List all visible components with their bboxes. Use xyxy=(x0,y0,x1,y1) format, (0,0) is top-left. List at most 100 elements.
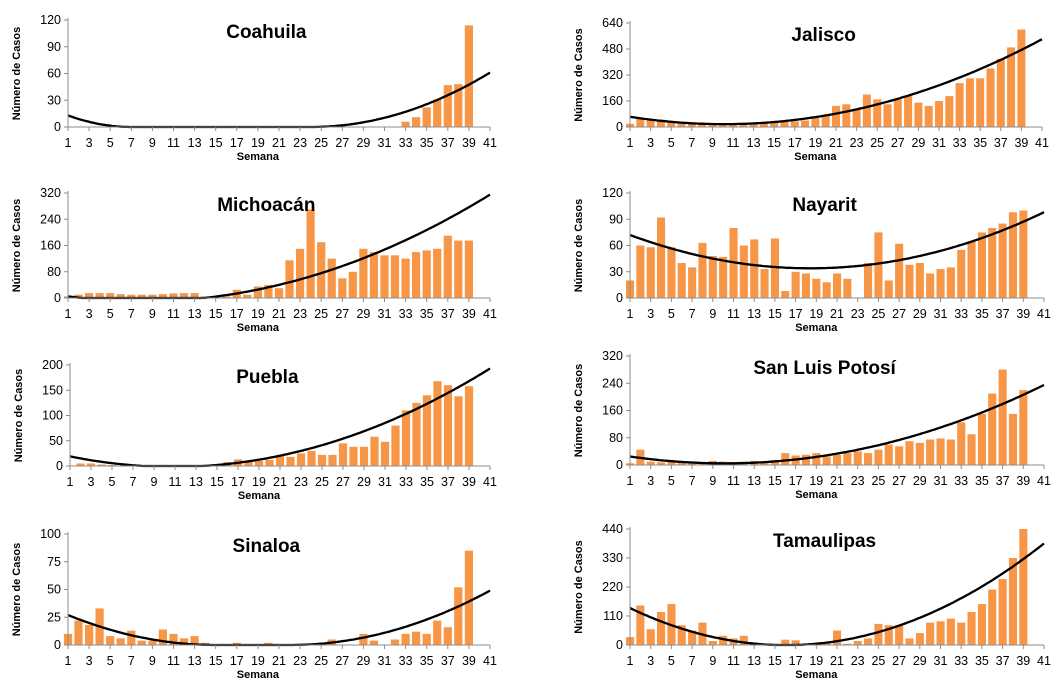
y-tick-label: 320 xyxy=(602,68,623,82)
bar xyxy=(422,107,431,127)
x-tick-label: 27 xyxy=(892,307,906,321)
x-tick-label: 1 xyxy=(67,475,74,489)
bar xyxy=(895,446,904,465)
y-tick-label: 640 xyxy=(602,16,623,30)
bar xyxy=(688,630,697,645)
trendline xyxy=(629,211,1045,270)
bar xyxy=(317,454,327,466)
bar xyxy=(904,96,913,127)
x-tick-label: 29 xyxy=(911,136,925,150)
bar xyxy=(905,264,914,299)
x-tick-label: 11 xyxy=(727,307,740,321)
bar xyxy=(380,255,389,298)
x-tick-label: 17 xyxy=(230,307,244,321)
y-tick-label: 240 xyxy=(602,376,623,390)
bar xyxy=(412,117,421,127)
y-tick-label: 60 xyxy=(609,239,623,253)
bar xyxy=(996,58,1005,128)
bar xyxy=(646,247,655,299)
bar xyxy=(955,83,964,127)
bar xyxy=(254,461,264,466)
x-tick-label: 25 xyxy=(871,307,885,321)
x-tick-label: 19 xyxy=(809,654,823,668)
y-axis-label: Número de Casos xyxy=(11,27,23,121)
bar xyxy=(708,123,717,128)
x-tick-label: 37 xyxy=(996,474,1010,488)
bar xyxy=(977,232,986,298)
x-tick-label: 31 xyxy=(934,654,948,668)
bar xyxy=(864,263,873,298)
x-tick-label: 31 xyxy=(378,654,392,668)
bar xyxy=(791,640,800,645)
x-axis-label: Semana xyxy=(237,151,280,163)
bar xyxy=(988,228,997,298)
x-tick-label: 23 xyxy=(850,136,864,150)
bar xyxy=(957,622,966,645)
bar xyxy=(874,232,883,298)
bar xyxy=(688,463,697,465)
x-tick-label: 21 xyxy=(829,136,843,150)
x-tick-label: 37 xyxy=(441,654,455,668)
x-tick-label: 21 xyxy=(830,654,844,668)
bar xyxy=(401,410,411,466)
chart-title: San Luis Potosí xyxy=(753,358,896,379)
bar xyxy=(412,631,421,645)
x-tick-label: 19 xyxy=(251,307,265,321)
bar xyxy=(852,109,861,127)
bar xyxy=(965,78,974,128)
x-tick-label: 33 xyxy=(399,654,413,668)
bar xyxy=(895,625,904,645)
bar xyxy=(97,464,106,466)
bar xyxy=(667,122,676,127)
x-tick-label: 15 xyxy=(767,136,781,150)
bar xyxy=(986,68,995,127)
bar xyxy=(636,245,645,298)
bar xyxy=(244,462,253,466)
x-tick-label: 27 xyxy=(335,654,349,668)
bar xyxy=(884,625,893,645)
x-tick-label: 23 xyxy=(293,307,307,321)
x-tick-label: 7 xyxy=(130,475,137,489)
y-tick-label: 90 xyxy=(47,40,61,54)
y-tick-label: 200 xyxy=(42,358,63,372)
bar xyxy=(977,604,986,645)
bar xyxy=(390,255,400,298)
bar xyxy=(811,118,820,127)
bar xyxy=(158,294,167,298)
bar xyxy=(348,271,357,299)
x-tick-label: 1 xyxy=(627,474,634,488)
bar xyxy=(338,278,347,298)
bar xyxy=(286,456,295,466)
x-tick-label: 5 xyxy=(107,654,114,668)
y-tick-label: 50 xyxy=(49,434,63,448)
x-tick-label: 37 xyxy=(441,307,455,321)
bar xyxy=(401,121,410,127)
bar xyxy=(801,273,810,298)
bar xyxy=(967,241,976,298)
x-tick-label: 19 xyxy=(809,307,823,321)
bar xyxy=(169,293,178,298)
bar xyxy=(770,122,779,127)
y-axis-label: Número de Casos xyxy=(11,199,23,293)
y-axis-label: Número de Casos xyxy=(573,540,585,634)
x-tick-label: 11 xyxy=(727,654,740,668)
bar xyxy=(739,635,748,645)
x-tick-label: 25 xyxy=(314,307,328,321)
y-tick-label: 30 xyxy=(609,265,623,279)
x-tick-label: 7 xyxy=(688,136,695,150)
bar xyxy=(464,25,473,127)
bar xyxy=(264,284,273,298)
y-tick-label: 320 xyxy=(40,186,61,200)
x-tick-label: 39 xyxy=(462,307,476,321)
x-tick-label: 11 xyxy=(167,654,180,668)
y-tick-label: 30 xyxy=(47,93,61,107)
bar xyxy=(349,446,358,466)
x-axis-label: Semana xyxy=(237,322,280,334)
bar xyxy=(285,260,294,298)
y-tick-label: 60 xyxy=(47,67,61,81)
chart-title: Sinaloa xyxy=(233,536,301,557)
bar xyxy=(657,217,666,298)
bar xyxy=(454,396,463,466)
